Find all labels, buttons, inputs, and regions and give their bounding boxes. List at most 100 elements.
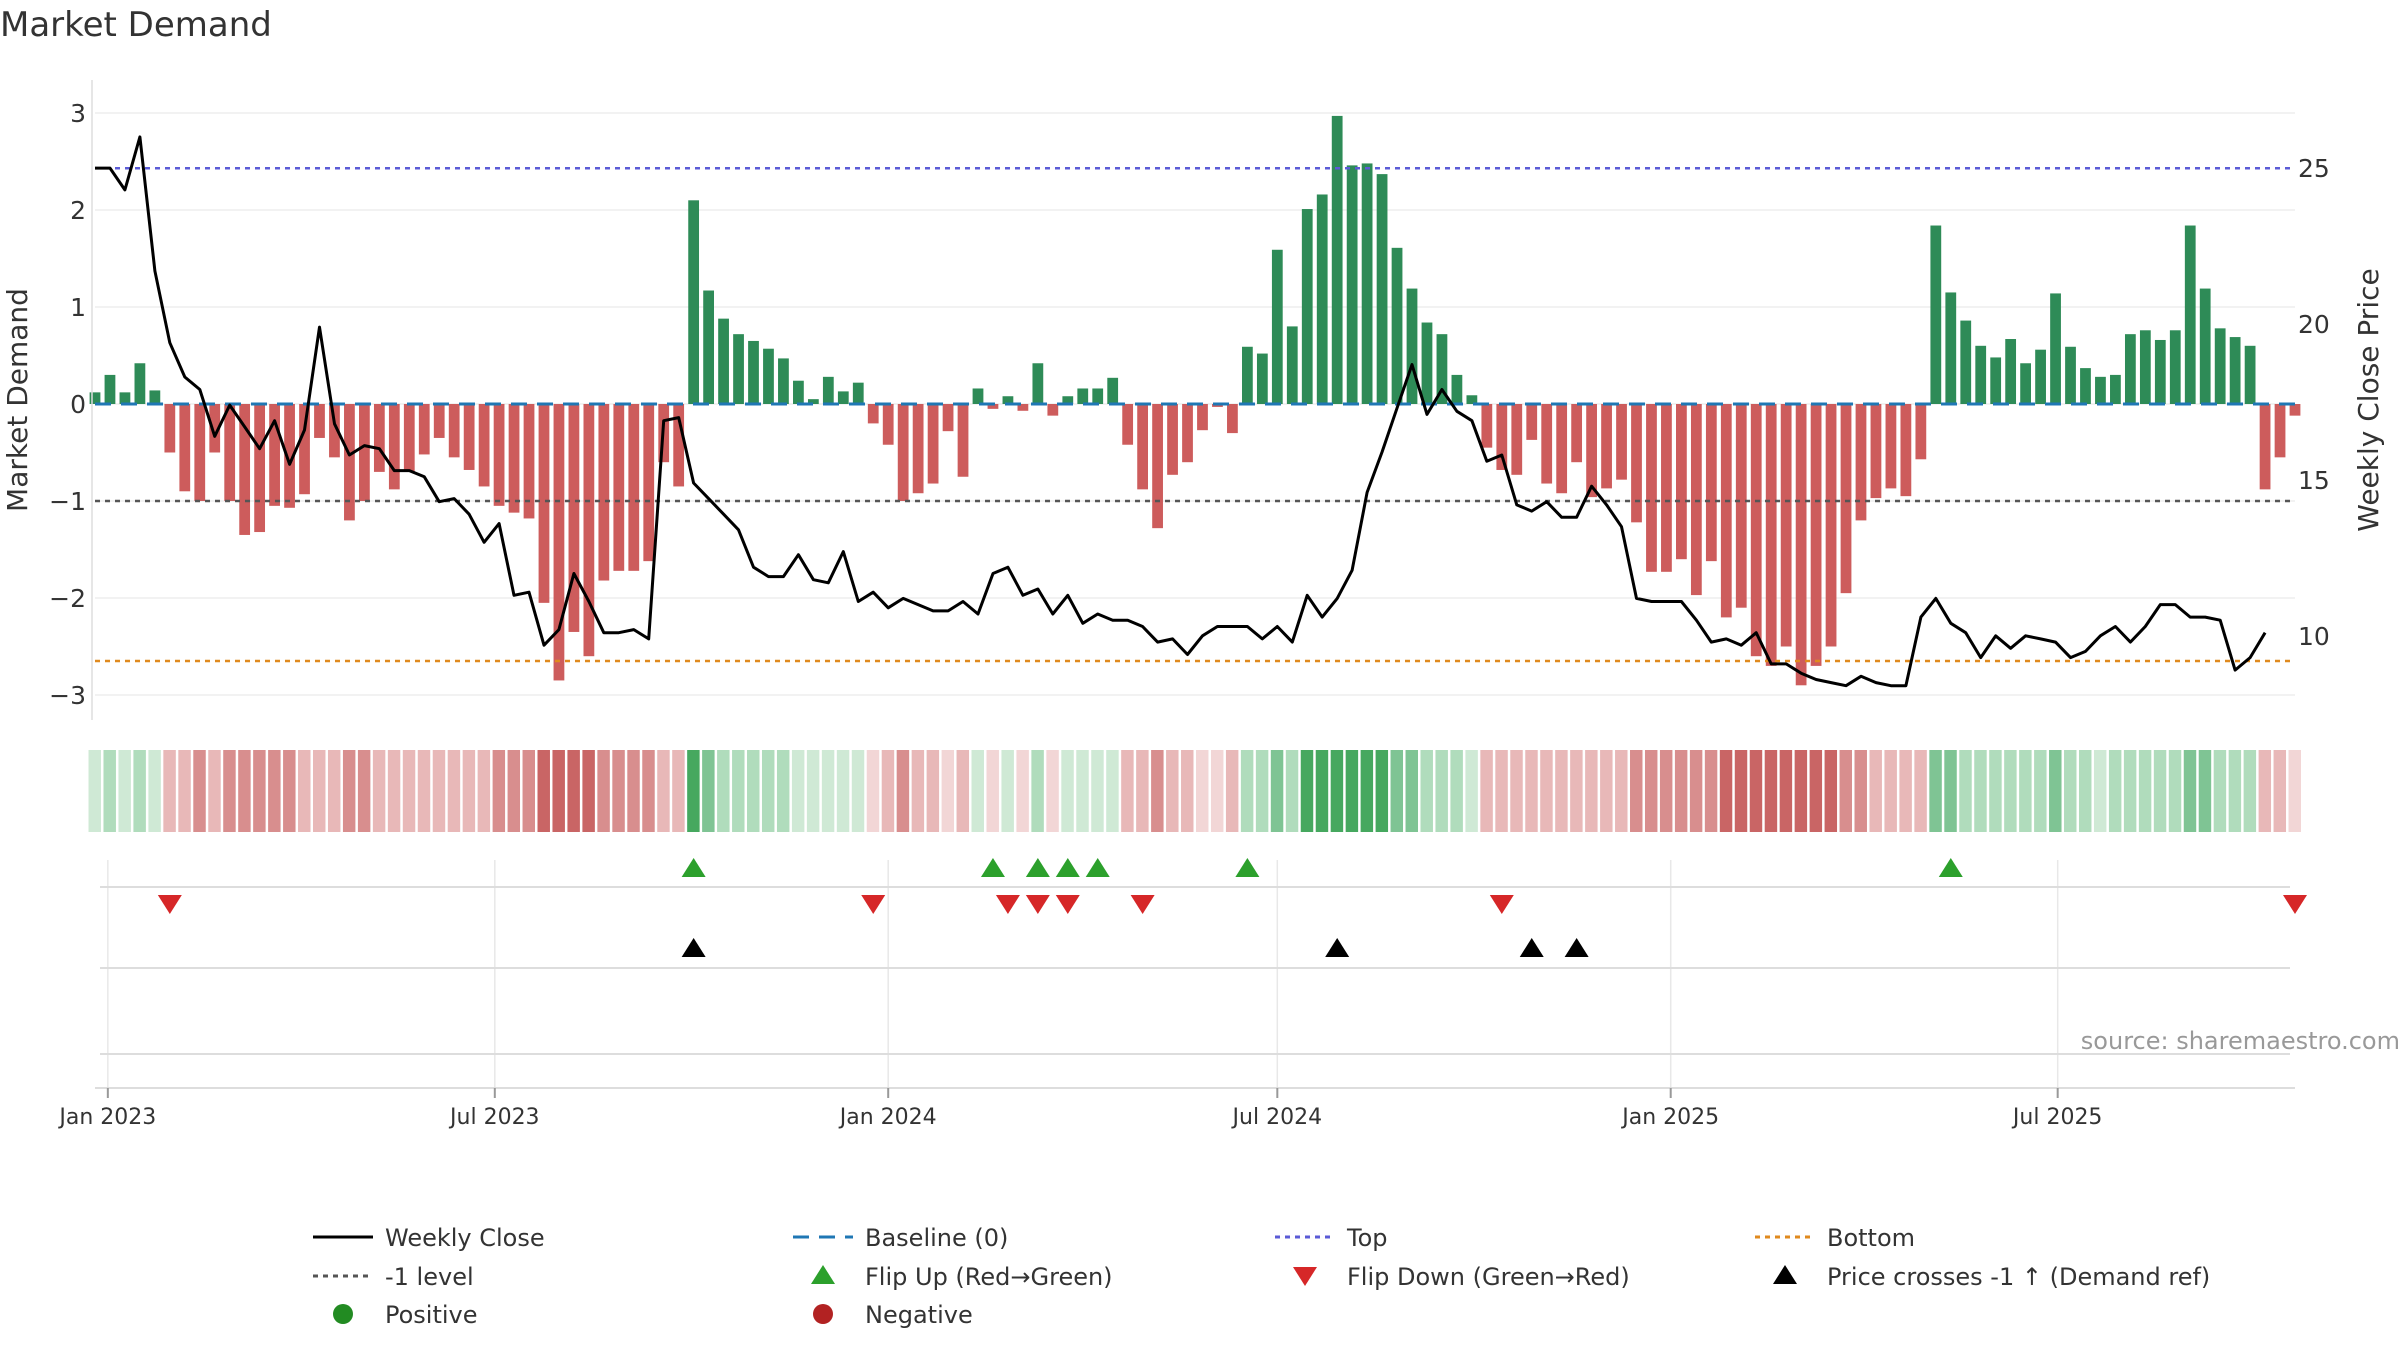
demand-bar (1765, 404, 1777, 666)
legend-positive-label: Positive (385, 1301, 478, 1329)
y-tick-label: −3 (49, 681, 86, 710)
demand-bar (478, 404, 490, 487)
demand-bar (2199, 288, 2211, 404)
heat-cell (223, 750, 236, 832)
heat-cell (1764, 750, 1778, 832)
demand-bar (403, 404, 415, 472)
heat-cell (1061, 750, 1074, 832)
demand-bar (1631, 404, 1642, 523)
heat-cell (2064, 750, 2077, 832)
heat-cell (552, 750, 565, 832)
demand-bar (1077, 388, 1089, 404)
heat-cell (776, 750, 790, 832)
demand-bar (1795, 404, 1807, 686)
demand-bar (1915, 404, 1927, 460)
heat-cell (717, 750, 730, 832)
demand-heat-strip (88, 750, 2301, 832)
heat-cell (1779, 750, 1793, 832)
heat-cell (612, 750, 625, 832)
heat-cell (1330, 750, 1344, 832)
x-tick-label: Jan 2024 (838, 1105, 937, 1130)
heat-cell (642, 750, 655, 832)
demand-bar (673, 404, 685, 487)
heat-cell (926, 750, 940, 832)
demand-bar (2035, 349, 2046, 404)
heat-cell (1465, 750, 1478, 832)
heat-cell (1884, 750, 1897, 832)
heat-cell (1151, 750, 1164, 832)
demand-bar (1825, 404, 1837, 647)
heat-cell (507, 750, 521, 832)
demand-bar (1990, 357, 2002, 404)
heat-cell (1989, 750, 2002, 832)
demand-bar (2124, 334, 2136, 404)
heat-cell (1001, 750, 1014, 832)
heat-cell (1375, 750, 1389, 832)
legend-flip-up-label: Flip Up (Red→Green) (865, 1263, 1113, 1291)
demand-bar (1286, 326, 1298, 404)
demand-bar (987, 404, 999, 409)
demand-bar (1661, 404, 1672, 572)
demand-bar (897, 404, 909, 501)
demand-bar (1182, 404, 1193, 463)
demand-bar (448, 404, 460, 458)
x-axis: Jan 2023 Jul 2023 Jan 2024 Jul 2024 Jan 2025… (57, 1087, 2295, 1130)
demand-bar (2080, 368, 2091, 404)
demand-bar (1616, 404, 1627, 480)
demand-bar (2259, 404, 2271, 490)
demand-bar (1346, 165, 1358, 404)
flip-up-marker (980, 858, 1005, 877)
heat-cell (1600, 750, 1613, 832)
demand-bar (1571, 404, 1583, 463)
demand-bar (1451, 374, 1463, 404)
heat-cell (1450, 750, 1463, 832)
heat-cell (253, 750, 266, 832)
heat-cell (971, 750, 984, 832)
heat-cell (627, 750, 640, 832)
demand-bar (224, 404, 236, 501)
heat-cell (2228, 750, 2242, 832)
legend-cross-swatch (1773, 1265, 1797, 1284)
price-cross-marker (1519, 938, 1544, 957)
demand-bar (1092, 388, 1104, 404)
heat-cell (941, 750, 955, 832)
demand-bar (2020, 363, 2031, 404)
demand-bar (344, 404, 355, 521)
demand-bar (1406, 288, 1418, 404)
heat-cell (1555, 750, 1568, 832)
heat-cell (2123, 750, 2137, 832)
demand-bar (1810, 404, 1822, 666)
demand-bar (1720, 404, 1732, 618)
demand-bar (1526, 404, 1538, 440)
heat-cell (1315, 750, 1329, 832)
demand-bar (1930, 225, 1942, 404)
y2-axis-label: Weekly Close Price (2352, 268, 2385, 531)
price-cross-marker (1325, 938, 1350, 957)
heat-cell (1929, 750, 1942, 832)
legend-weekly-close-label: Weekly Close (385, 1224, 545, 1252)
heat-cell (1674, 750, 1688, 832)
x-tick-label: Jan 2025 (1620, 1105, 1719, 1130)
heat-cell (2108, 750, 2122, 832)
heat-cell (2019, 750, 2032, 832)
demand-bar (1496, 404, 1508, 470)
demand-bar (1032, 363, 1044, 404)
heat-cell (1121, 750, 1134, 832)
heat-cell (1270, 750, 1284, 832)
demand-bar (359, 404, 370, 501)
heat-cell (2213, 750, 2227, 832)
heat-cell (2183, 750, 2197, 832)
heat-cell (896, 750, 910, 832)
heat-cell (2243, 750, 2257, 832)
demand-bar (2110, 374, 2121, 404)
legend: Weekly Close Baseline (0) Top Bottom -1 … (313, 1224, 2210, 1329)
heat-cell (702, 750, 715, 832)
heat-cell (747, 750, 760, 832)
heat-cell (402, 750, 416, 832)
demand-bar (822, 376, 834, 404)
heat-cell (1689, 750, 1703, 832)
heat-cell (103, 750, 116, 832)
heat-cell (1585, 750, 1598, 832)
heat-cell (1480, 750, 1493, 832)
heat-cell (2198, 750, 2212, 832)
